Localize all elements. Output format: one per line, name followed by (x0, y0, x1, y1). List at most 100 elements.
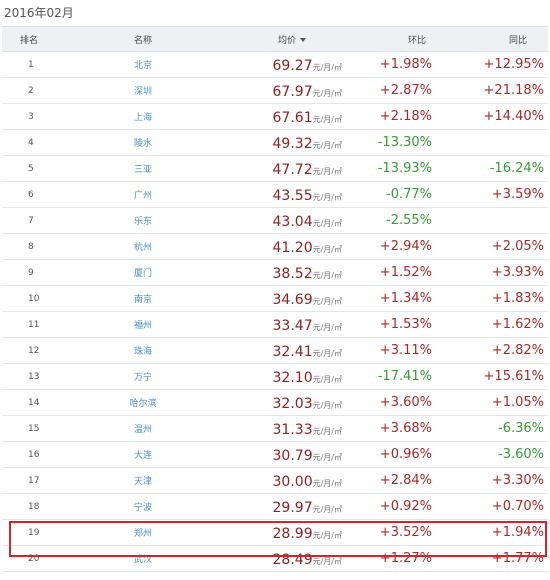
table-row: 8 杭州 41.20元/月/㎡ +2.94% +2.05% (2, 234, 548, 260)
price-cell: 32.10元/月/㎡ (202, 367, 352, 386)
city-link[interactable]: 北京 (133, 61, 152, 71)
price-unit: 元/月/㎡ (312, 63, 342, 72)
price-unit: 元/月/㎡ (312, 219, 342, 228)
rank-cell: 10 (28, 293, 40, 304)
price-unit: 元/月/㎡ (312, 245, 342, 254)
price-value: 31.33 (272, 422, 313, 438)
tb-cell: +3.30% (491, 473, 544, 488)
price-cell: 67.97元/月/㎡ (202, 81, 352, 100)
table-row: 5 三亚 47.72元/月/㎡ -13.93% -16.24% (2, 156, 548, 182)
rank-cell: 20 (28, 553, 40, 564)
header-name: 名称 (133, 35, 152, 46)
city-link[interactable]: 陵水 (133, 139, 152, 149)
tb-cell: +1.62% (491, 317, 544, 332)
city-link[interactable]: 武汉 (133, 555, 152, 565)
rank-cell: 4 (28, 137, 34, 148)
table-row: 2 深圳 67.97元/月/㎡ +2.87% +21.18% (2, 78, 548, 104)
city-link[interactable]: 哈尔滨 (129, 399, 157, 409)
header-hb: 环比 (407, 35, 426, 46)
city-link[interactable]: 广州 (133, 191, 152, 201)
price-unit: 元/月/㎡ (312, 479, 342, 488)
table-row: 7 乐东 43.04元/月/㎡ -2.55% (2, 208, 548, 234)
price-unit: 元/月/㎡ (312, 401, 342, 410)
price-cell: 32.41元/月/㎡ (202, 341, 352, 360)
price-cell: 49.32元/月/㎡ (202, 133, 352, 152)
city-link[interactable]: 福州 (133, 321, 152, 331)
city-link[interactable]: 天津 (133, 477, 152, 487)
table-row: 12 珠海 32.41元/月/㎡ +3.11% +2.82% (2, 338, 548, 364)
period-title: 2016年02月 (4, 6, 74, 20)
rank-cell: 1 (28, 59, 34, 70)
rank-cell: 2 (28, 85, 34, 96)
table-row: 3 上海 67.61元/月/㎡ +2.18% +14.40% (2, 104, 548, 130)
rank-cell: 8 (28, 241, 34, 252)
hb-cell: +0.92% (379, 499, 432, 514)
price-unit: 元/月/㎡ (312, 453, 342, 462)
header-price-sort[interactable]: 均价 (202, 33, 352, 46)
price-cell: 31.33元/月/㎡ (202, 419, 352, 438)
price-cell: 38.52元/月/㎡ (202, 263, 352, 282)
tb-cell: -16.24% (489, 161, 544, 176)
rent-ranking-table: 排名 名称 均价 环比 同比 1 北京 69.27元/月/㎡ +1.98% +12.95… (2, 26, 548, 572)
city-link[interactable]: 郑州 (133, 529, 152, 539)
price-value: 32.03 (272, 396, 313, 412)
city-link[interactable]: 深圳 (133, 87, 152, 97)
city-link[interactable]: 大连 (133, 451, 152, 461)
table-header: 排名 名称 均价 环比 同比 (2, 26, 548, 52)
city-link[interactable]: 南京 (133, 295, 152, 305)
price-unit: 元/月/㎡ (312, 271, 342, 280)
rank-cell: 13 (28, 371, 40, 382)
rank-cell: 17 (28, 475, 40, 486)
city-link[interactable]: 温州 (133, 425, 152, 435)
city-link[interactable]: 上海 (133, 113, 152, 123)
rank-cell: 7 (28, 215, 34, 226)
rank-cell: 16 (28, 449, 40, 460)
city-link[interactable]: 厦门 (133, 269, 152, 279)
price-value: 30.00 (272, 474, 313, 490)
price-value: 47.72 (272, 162, 313, 178)
price-value: 43.04 (272, 214, 313, 230)
hb-cell: +3.68% (379, 421, 432, 436)
tb-cell: +0.70% (491, 499, 544, 514)
table-row: 13 万宁 32.10元/月/㎡ -17.41% +15.61% (2, 364, 548, 390)
city-link[interactable]: 乐东 (133, 217, 152, 227)
price-value: 41.20 (272, 240, 313, 256)
hb-cell: +1.27% (379, 551, 432, 566)
price-cell: 30.79元/月/㎡ (202, 445, 352, 464)
city-link[interactable]: 杭州 (133, 243, 152, 253)
price-unit: 元/月/㎡ (312, 89, 342, 98)
table-row: 10 南京 34.69元/月/㎡ +1.34% +1.83% (2, 286, 548, 312)
hb-cell: +3.60% (379, 395, 432, 410)
tb-cell: -3.60% (498, 447, 544, 462)
hb-cell: +3.11% (379, 343, 432, 358)
price-cell: 34.69元/月/㎡ (202, 289, 352, 308)
tb-cell: +21.18% (483, 83, 544, 98)
header-price-label: 均价 (277, 35, 296, 46)
tb-cell: +3.59% (491, 187, 544, 202)
price-cell: 32.03元/月/㎡ (202, 393, 352, 412)
price-value: 32.10 (272, 370, 313, 386)
city-link[interactable]: 珠海 (133, 347, 152, 357)
hb-cell: -2.55% (386, 213, 432, 228)
tb-cell: +3.93% (491, 265, 544, 280)
price-cell: 28.99元/月/㎡ (202, 523, 352, 542)
table-row: 11 福州 33.47元/月/㎡ +1.53% +1.62% (2, 312, 548, 338)
price-value: 28.99 (272, 526, 313, 542)
price-value: 32.41 (272, 344, 313, 360)
price-value: 29.97 (272, 500, 313, 516)
tb-cell: +1.83% (491, 291, 544, 306)
city-link[interactable]: 宁波 (133, 503, 152, 513)
rank-cell: 11 (28, 319, 40, 330)
price-cell: 41.20元/月/㎡ (202, 237, 352, 256)
rank-cell: 15 (28, 423, 40, 434)
price-unit: 元/月/㎡ (312, 141, 342, 150)
hb-cell: +2.18% (379, 109, 432, 124)
price-value: 67.61 (272, 110, 313, 126)
tb-cell: +12.95% (483, 57, 544, 72)
price-unit: 元/月/㎡ (312, 323, 342, 332)
city-link[interactable]: 万宁 (133, 373, 152, 383)
price-cell: 43.04元/月/㎡ (202, 211, 352, 230)
table-row: 6 广州 43.55元/月/㎡ -0.77% +3.59% (2, 182, 548, 208)
city-link[interactable]: 三亚 (133, 165, 152, 175)
price-unit: 元/月/㎡ (312, 349, 342, 358)
